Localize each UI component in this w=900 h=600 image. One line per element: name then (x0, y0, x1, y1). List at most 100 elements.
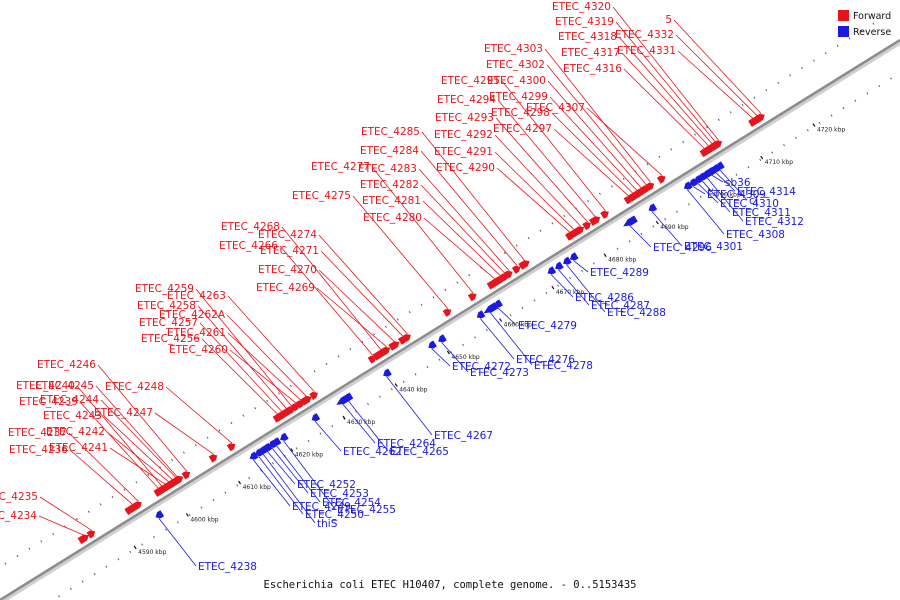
reverse-gene-label[interactable]: ETEC_4262 (343, 446, 402, 458)
reverse-gene-label[interactable]: ETEC_4311 (732, 207, 791, 219)
reverse-gene-arrow[interactable] (268, 439, 278, 448)
forward-gene-label[interactable]: ETEC_4292 (434, 129, 493, 141)
reverse-gene-label[interactable]: ETEC_4309 (707, 189, 766, 201)
reverse-gene-arrow[interactable] (648, 203, 658, 212)
forward-gene-arrow[interactable] (300, 395, 312, 406)
forward-gene-arrow[interactable] (645, 182, 655, 191)
reverse-gene-label[interactable]: ETEC_4238 (198, 561, 257, 573)
forward-gene-arrow[interactable] (503, 270, 513, 279)
reverse-gene-arrow[interactable] (707, 166, 717, 175)
forward-gene-label[interactable]: ETEC_4237 (8, 427, 67, 439)
forward-gene-label[interactable]: ETEC_4257 (139, 317, 198, 329)
reverse-gene-arrow[interactable] (311, 413, 321, 422)
forward-gene-arrow[interactable] (600, 210, 609, 219)
forward-gene-label[interactable]: ETEC_4320 (552, 1, 611, 13)
forward-gene-arrow[interactable] (518, 260, 530, 270)
reverse-gene-arrow[interactable] (569, 252, 579, 261)
forward-gene-label[interactable]: ETEC_4258 (137, 300, 196, 312)
reverse-gene-label[interactable]: ETEC_4314 (737, 186, 796, 198)
forward-gene-label[interactable]: ETEC_4295 (441, 75, 500, 87)
reverse-gene-arrow[interactable] (263, 442, 273, 451)
reverse-gene-label[interactable]: sb36 (725, 177, 751, 189)
forward-gene-arrow[interactable] (756, 113, 765, 122)
forward-gene-arrow[interactable] (589, 216, 601, 226)
forward-gene-label[interactable]: ETEC_4243 (43, 410, 102, 422)
reverse-gene-arrow[interactable] (476, 310, 486, 319)
reverse-gene-label[interactable]: ETEC_4265 (390, 446, 449, 458)
forward-gene-label[interactable]: 5 (665, 14, 672, 26)
forward-gene-arrow[interactable] (309, 391, 318, 400)
reverse-gene-label[interactable]: ETEC_4286 (575, 292, 634, 304)
forward-gene-label[interactable]: ETEC_4303 (484, 43, 543, 55)
forward-gene-label[interactable]: ETEC_4300 (487, 75, 546, 87)
forward-gene-label[interactable]: ETEC_4235 (0, 491, 38, 503)
forward-gene-label[interactable]: ETEC_4282 (360, 179, 419, 191)
forward-gene-arrow[interactable] (133, 501, 142, 510)
forward-gene-arrow[interactable] (582, 222, 591, 231)
reverse-gene-arrow[interactable] (483, 302, 499, 314)
reverse-gene-label[interactable]: thiS (317, 518, 338, 530)
reverse-gene-label[interactable]: ETEC_4312 (745, 216, 804, 228)
reverse-gene-label[interactable]: cI (749, 195, 758, 207)
forward-gene-arrow[interactable] (656, 175, 666, 184)
reverse-gene-label[interactable]: ETEC_4296 (653, 242, 712, 254)
forward-gene-arrow[interactable] (77, 534, 89, 545)
reverse-gene-arrow[interactable] (547, 266, 557, 275)
forward-gene-arrow[interactable] (381, 346, 391, 355)
forward-gene-label[interactable]: ETEC_4260 (169, 344, 228, 356)
forward-gene-label[interactable]: ETEC_4277 (311, 161, 370, 173)
reverse-gene-arrow[interactable] (383, 368, 392, 377)
forward-gene-arrow[interactable] (713, 140, 723, 149)
forward-gene-label[interactable]: ETEC_4262A (159, 309, 226, 321)
forward-gene-label[interactable]: ETEC_4236 (9, 444, 68, 456)
reverse-gene-label[interactable]: ETEC_4310 (720, 198, 779, 210)
forward-gene-label[interactable]: ETEC_4297 (493, 123, 552, 135)
forward-gene-label[interactable]: ETEC_4239 (19, 396, 78, 408)
reverse-gene-label[interactable]: ETEC_4254 (322, 497, 381, 509)
forward-gene-label[interactable]: ETEC_4294 (437, 94, 496, 106)
forward-gene-label[interactable]: ETEC_4245 (35, 380, 94, 392)
reverse-gene-arrow[interactable] (494, 299, 503, 308)
forward-gene-label[interactable]: ETEC_4261 (167, 327, 226, 339)
forward-gene-label[interactable]: ETEC_4318 (558, 31, 617, 43)
forward-gene-label[interactable]: ETEC_4302 (486, 59, 545, 71)
forward-gene-arrow[interactable] (171, 476, 183, 486)
forward-gene-label[interactable]: ETEC_4283 (358, 163, 417, 175)
forward-gene-label[interactable]: ETEC_4307 (526, 102, 585, 114)
forward-gene-arrow[interactable] (442, 308, 452, 317)
reverse-gene-arrow[interactable] (438, 334, 447, 343)
forward-gene-arrow[interactable] (226, 443, 236, 452)
reverse-gene-label[interactable]: ETEC_4288 (607, 307, 666, 319)
reverse-gene-label[interactable]: ETEC_4250 (305, 509, 364, 521)
forward-gene-label[interactable]: ETEC_4317 (561, 47, 620, 59)
reverse-gene-arrow[interactable] (716, 161, 725, 170)
forward-gene-label[interactable]: ETEC_4331 (617, 45, 676, 57)
reverse-gene-arrow[interactable] (689, 178, 698, 187)
reverse-gene-arrow[interactable] (249, 451, 259, 460)
forward-gene-label[interactable]: ETEC_4240 (16, 380, 75, 392)
reverse-gene-label[interactable]: ETEC_4249 (292, 501, 351, 513)
reverse-gene-label[interactable]: ETEC_4264 (377, 438, 436, 450)
forward-gene-arrow[interactable] (402, 334, 411, 343)
forward-gene-label[interactable]: ETEC_4256 (141, 333, 200, 345)
reverse-gene-arrow[interactable] (683, 181, 693, 190)
reverse-gene-arrow[interactable] (694, 175, 703, 183)
forward-gene-label[interactable]: ETEC_4271 (260, 245, 319, 257)
reverse-gene-arrow[interactable] (344, 392, 354, 401)
reverse-gene-label[interactable]: ETEC_4308 (726, 229, 785, 241)
reverse-gene-label[interactable]: ETEC_4267 (434, 430, 493, 442)
forward-gene-label[interactable]: ETEC_4241 (49, 442, 108, 454)
forward-gene-label[interactable]: ETEC_4316 (563, 63, 622, 75)
reverse-gene-arrow[interactable] (711, 164, 721, 173)
reverse-gene-arrow[interactable] (623, 215, 638, 227)
forward-gene-label[interactable]: ETEC_4274 (258, 229, 317, 241)
forward-gene-label[interactable]: ETEC_4234 (0, 510, 37, 522)
forward-gene-label[interactable]: ETEC_4290 (436, 162, 495, 174)
reverse-gene-label[interactable]: ETEC_4255 (337, 504, 396, 516)
reverse-gene-label[interactable]: ETEC_4289 (590, 267, 649, 279)
forward-gene-arrow[interactable] (511, 265, 521, 274)
forward-gene-label[interactable]: ETEC_4246 (37, 359, 96, 371)
forward-gene-label[interactable]: ETEC_4285 (361, 126, 420, 138)
forward-gene-label[interactable]: ETEC_4293 (435, 112, 494, 124)
reverse-gene-arrow[interactable] (272, 437, 282, 446)
